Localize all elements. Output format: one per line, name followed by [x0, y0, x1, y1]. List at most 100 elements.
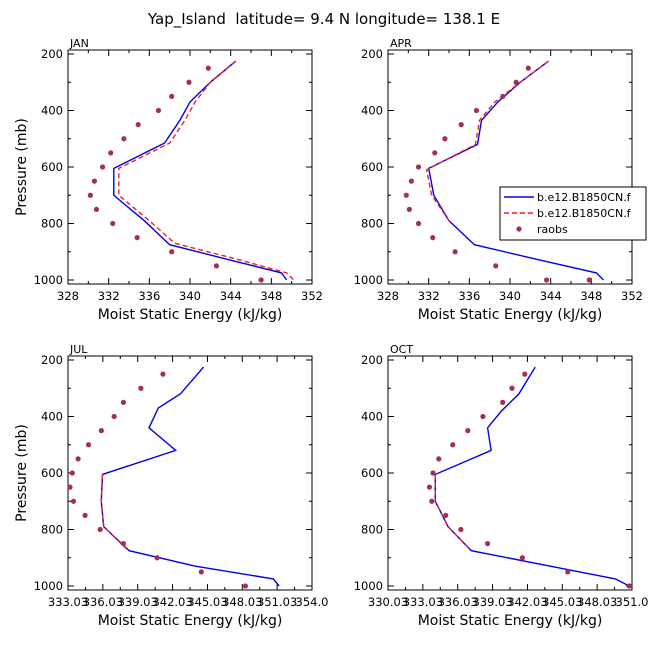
y-tick-label: 200: [361, 353, 383, 367]
x-tick-label: 344: [540, 289, 562, 303]
y-tick-label: 1000: [354, 579, 383, 593]
y-tick-label: 800: [361, 217, 383, 231]
panel-label: JUL: [69, 343, 88, 356]
raobs-point: [69, 470, 75, 476]
x-tick-label: 352: [301, 289, 323, 303]
x-tick-label: 340: [499, 289, 521, 303]
raobs-point: [108, 150, 114, 156]
x-tick-label: 348.03: [222, 595, 262, 609]
legend-label: b.e12.B1850CN.f: [537, 207, 632, 220]
panel-oct: OCT330.03333.03336.03339.03342.03345.033…: [354, 343, 648, 629]
x-tick-label: 333.03: [48, 595, 88, 609]
x-tick-label: 354.0: [296, 595, 329, 609]
y-tick-label: 800: [41, 217, 63, 231]
raobs-point: [403, 192, 409, 198]
raobs-point: [154, 555, 160, 561]
x-tick-label: 344: [220, 289, 242, 303]
plot-frame: [387, 49, 633, 285]
model1-line: [113, 60, 288, 281]
x-tick-label: 342.03: [152, 595, 192, 609]
x-axis-label: Moist Static Energy (kJ/kg): [418, 613, 603, 629]
raobs-point: [87, 192, 93, 198]
raobs-point: [500, 93, 506, 99]
raobs-point: [565, 569, 571, 575]
raobs-point: [493, 263, 499, 269]
raobs-point: [415, 164, 422, 170]
raobs-point: [186, 79, 192, 85]
raobs-point: [480, 413, 486, 420]
x-tick-label: 348: [580, 289, 602, 303]
x-tick-label: 345.03: [542, 595, 582, 609]
y-tick-label: 400: [361, 104, 383, 118]
model1-line: [427, 60, 604, 281]
raobs-point: [473, 107, 480, 114]
raobs-point: [522, 371, 528, 377]
raobs-point: [110, 220, 116, 227]
raobs-point: [160, 371, 166, 377]
y-axis-label: Pressure (mb): [14, 118, 30, 216]
plot-frame: [387, 355, 633, 591]
raobs-point: [586, 277, 592, 283]
raobs-point: [415, 220, 422, 227]
raobs-point: [465, 428, 471, 434]
raobs-point: [242, 583, 249, 589]
y-tick-label: 400: [361, 410, 383, 424]
raobs-point: [458, 526, 464, 533]
y-tick-label: 200: [41, 353, 63, 367]
legend: b.e12.B1850CN.f b.e12.B1850CN.f raobs: [499, 186, 647, 241]
panel-jul: JUL333.03336.03339.03342.03345.03348.033…: [14, 343, 328, 629]
raobs-point: [406, 206, 412, 212]
raobs-point: [426, 484, 433, 490]
legend-marker-dot: [516, 226, 522, 232]
raobs-point: [430, 470, 436, 476]
raobs-point: [121, 136, 127, 142]
model2-line: [434, 474, 471, 550]
y-tick-label: 400: [41, 104, 63, 118]
raobs-point: [198, 569, 204, 575]
raobs-point: [67, 484, 73, 490]
x-tick-label: 345.03: [187, 595, 227, 609]
raobs-point: [99, 164, 106, 170]
raobs-point: [442, 136, 448, 142]
panel-label: APR: [390, 37, 412, 50]
x-tick-label: 332: [418, 289, 440, 303]
raobs-point: [135, 122, 141, 128]
x-tick-label: 339.03: [472, 595, 512, 609]
raobs-point: [443, 512, 449, 518]
model1-line: [434, 366, 630, 587]
x-tick-label: 332: [98, 289, 120, 303]
x-tick-label: 348.03: [577, 595, 617, 609]
raobs-point: [111, 413, 117, 420]
raobs-point: [525, 65, 531, 71]
panel-apr: APR 328 332 336 340 344 348 352 200 400 600 800 1000…: [354, 37, 643, 323]
x-tick-label: 328: [57, 289, 79, 303]
raobs-point: [169, 93, 175, 99]
raobs-point: [82, 512, 88, 518]
y-tick-label: 800: [361, 523, 383, 537]
x-tick-label: 340: [179, 289, 201, 303]
x-tick-label: 352: [621, 289, 643, 303]
figure-title: Yap_Island latitude= 9.4 N longitude= 13…: [147, 10, 500, 29]
y-tick-label: 1000: [34, 579, 63, 593]
raobs-point: [75, 456, 81, 462]
raobs-point: [91, 178, 98, 184]
panel-jan: JAN 328 332 336 340 344 348 352 200 400 600 800 1000…: [14, 37, 323, 323]
y-tick-label: 600: [361, 160, 383, 174]
panels: JAN 328 332 336 340 344 348 352 200 400 600 800 1000…: [14, 37, 648, 629]
raobs-point: [436, 456, 442, 462]
raobs-point: [484, 541, 491, 547]
y-tick-label: 200: [41, 47, 63, 61]
x-tick-label: 336.03: [438, 595, 478, 609]
x-tick-label: 328: [377, 289, 399, 303]
raobs-point: [97, 526, 103, 533]
model2-line: [118, 60, 295, 281]
raobs-point: [626, 583, 632, 589]
raobs-point: [432, 150, 438, 156]
x-tick-label: 333.03: [403, 595, 443, 609]
raobs-point: [500, 399, 506, 405]
raobs-point: [458, 122, 464, 128]
y-tick-label: 600: [41, 466, 63, 480]
x-tick-label: 342.03: [507, 595, 547, 609]
y-tick-label: 800: [41, 523, 63, 537]
